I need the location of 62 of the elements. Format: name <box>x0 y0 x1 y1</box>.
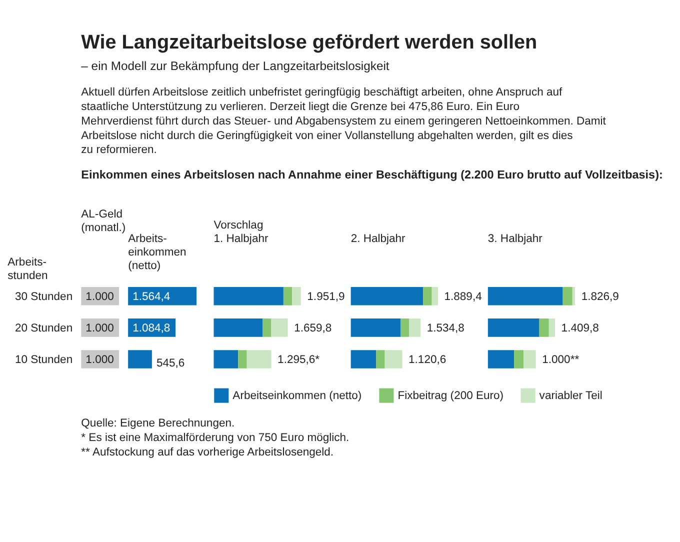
bar <box>409 318 421 337</box>
bar <box>246 350 272 368</box>
bar <box>400 318 410 337</box>
bar <box>432 286 438 306</box>
bar <box>524 350 536 368</box>
data-label: 545,6 <box>156 357 185 370</box>
bar <box>350 286 424 306</box>
bar <box>262 318 272 337</box>
bar <box>548 318 555 337</box>
y-tick-label: 30 Stunden <box>14 290 73 303</box>
text: Wie Langzeitarbeitslose gefördert werden sollen <box>81 32 538 54</box>
y-tick-label: 20 Stunden <box>14 322 73 334</box>
legend-label: variabler Teil <box>539 390 602 402</box>
bar <box>214 350 238 368</box>
data-label: 1.084,8 <box>132 322 170 334</box>
bar <box>350 350 376 368</box>
data-label: 1.000 <box>86 354 114 366</box>
bar <box>376 350 385 368</box>
bar <box>292 286 301 306</box>
y-axis-title: Arbeits- stunden <box>8 256 48 282</box>
annotation: 1.409,8 <box>561 322 599 334</box>
source-note: Quelle: Eigene Berechnungen. <box>81 417 235 430</box>
text: Aktuell dürfen Arbeitslose zeitlich unbefristet geringfügig beschäftigt arbeiten, ohne Anspruch auf staatliche Unterstützung zu verlieren. Derzeit liegt die Grenze bei 475,86 Euro. Ein Euro Mehrverdienst führt durch das Steuer- und Abgabensystem zu einem geringeren Nettoeinkommen. Damit Arbeitslose nicht durch die Geringfügigkeit von einer Vollanstellung abgehalten werden, gilt es dies zu reformieren. <box>81 86 607 156</box>
bar <box>562 286 572 306</box>
annotation: 1.951,9 <box>307 290 345 303</box>
chart-title: 2. Halbjahr <box>350 233 406 246</box>
bar <box>514 350 524 368</box>
chart-title: AL-Geld (monatl.) <box>81 208 126 234</box>
annotation: 1.889,4 <box>444 290 482 303</box>
chart-title: 1. Halbjahr <box>214 233 268 246</box>
bar <box>214 318 263 337</box>
bar <box>238 350 247 368</box>
bar <box>539 318 549 337</box>
chart-title: Arbeits- einkommen (netto) <box>128 233 186 272</box>
chart-title: 3. Halbjahr <box>488 233 543 246</box>
bar <box>283 286 292 306</box>
bar <box>214 286 284 306</box>
annotation: 1.000** <box>542 354 580 366</box>
bar <box>572 286 576 306</box>
legend-label: Fixbeitrag (200 Euro) <box>398 390 504 402</box>
text: Einkommen eines Arbeitslosen nach Annahme einer Beschäftigung (2.200 Euro brutto auf Vollzeitbasis): <box>81 168 663 182</box>
text: – ein Modell zur Bekämpfung der Langzeitarbeitslosigkeit <box>81 59 390 74</box>
data-label: 1.000 <box>86 322 114 334</box>
bar <box>423 286 432 306</box>
text: ** Aufstockung auf das vorherige Arbeitslosengeld. <box>81 446 334 458</box>
bar <box>488 350 514 368</box>
annotation: 1.295,6* <box>278 354 320 366</box>
bar <box>350 318 400 337</box>
annotation: 1.534,8 <box>426 322 464 334</box>
text: * Es ist eine Maximalförderung von 750 Euro möglich. <box>81 432 350 444</box>
bar <box>488 286 563 306</box>
bar <box>488 318 540 337</box>
annotation: 1.826,9 <box>581 290 619 303</box>
bar <box>384 350 402 368</box>
text: Vorschlag <box>214 220 264 232</box>
data-label: 1.000 <box>86 290 114 303</box>
data-label: 1.564,4 <box>132 290 170 303</box>
y-tick-label: 10 Stunden <box>14 354 73 366</box>
annotation: 1.659,8 <box>294 322 332 334</box>
legend-label: Arbeitseinkommen (netto) <box>232 390 362 402</box>
annotation: 1.120,6 <box>408 354 446 366</box>
bar <box>271 318 288 337</box>
